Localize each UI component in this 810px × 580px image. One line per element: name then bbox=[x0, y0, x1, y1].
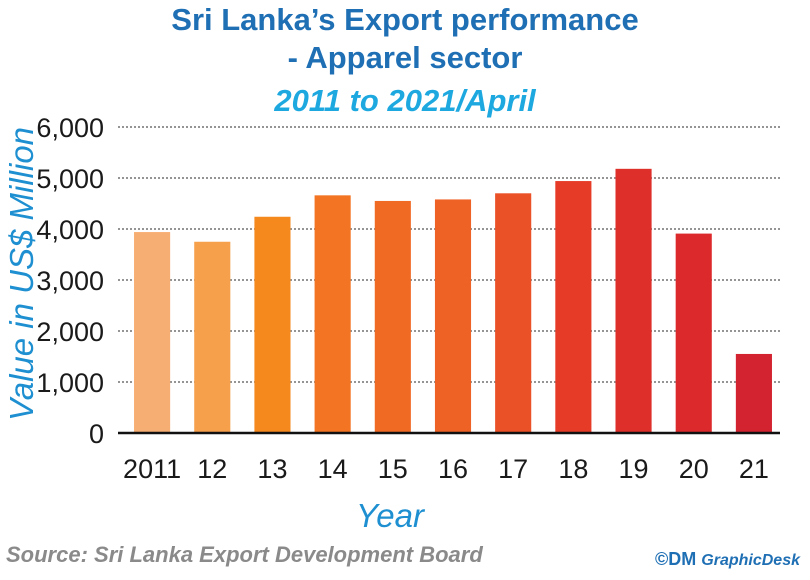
y-tick-label: 2,000 bbox=[36, 317, 104, 347]
x-tick-label: 18 bbox=[558, 454, 588, 484]
x-tick-label: 19 bbox=[619, 454, 649, 484]
x-tick-labels: 2011 12 13 14 15 16 17 18 19 20 21 bbox=[123, 454, 769, 484]
bar bbox=[314, 195, 351, 433]
x-tick-label: 14 bbox=[318, 454, 348, 484]
bar bbox=[374, 200, 411, 433]
chart-title-line2: - Apparel sector bbox=[287, 40, 523, 75]
bar bbox=[735, 353, 772, 433]
y-tick-label: 4,000 bbox=[36, 215, 104, 245]
bar bbox=[675, 233, 712, 433]
y-tick-label: 0 bbox=[89, 419, 104, 449]
chart-title: Sri Lanka’s Export performance bbox=[171, 2, 639, 37]
credit: ©DM GraphicDesk bbox=[655, 548, 800, 572]
bar bbox=[194, 241, 231, 433]
source-note: Source: Sri Lanka Export Development Boa… bbox=[6, 542, 483, 567]
y-tick-label: 3,000 bbox=[36, 266, 104, 296]
y-tick-label: 1,000 bbox=[36, 368, 104, 398]
chart-subtitle: 2011 to 2021/April bbox=[274, 83, 536, 118]
y-tick-label: 6,000 bbox=[36, 113, 104, 143]
bar bbox=[254, 216, 291, 433]
bar bbox=[615, 168, 652, 433]
y-axis-label: Value in US$ Million bbox=[3, 126, 40, 422]
y-tick-label: 5,000 bbox=[36, 164, 104, 194]
copyright-mark: ©DM bbox=[655, 549, 697, 569]
y-tick-labels: 0 1,000 2,000 3,000 4,000 5,000 6,000 bbox=[36, 113, 104, 449]
x-tick-label: 21 bbox=[739, 454, 769, 484]
x-tick-label: 16 bbox=[438, 454, 468, 484]
bar bbox=[134, 232, 171, 433]
x-tick-label: 12 bbox=[197, 454, 227, 484]
bar bbox=[495, 193, 532, 433]
x-tick-label: 13 bbox=[257, 454, 287, 484]
x-axis-label: Year bbox=[356, 497, 424, 534]
x-tick-label: 20 bbox=[679, 454, 709, 484]
x-tick-label: 2011 bbox=[123, 454, 181, 484]
bar bbox=[555, 181, 592, 433]
credit-name: GraphicDesk bbox=[701, 552, 800, 569]
x-tick-label: 15 bbox=[378, 454, 408, 484]
bar bbox=[434, 199, 472, 433]
x-tick-label: 17 bbox=[498, 454, 528, 484]
bars bbox=[134, 168, 772, 433]
